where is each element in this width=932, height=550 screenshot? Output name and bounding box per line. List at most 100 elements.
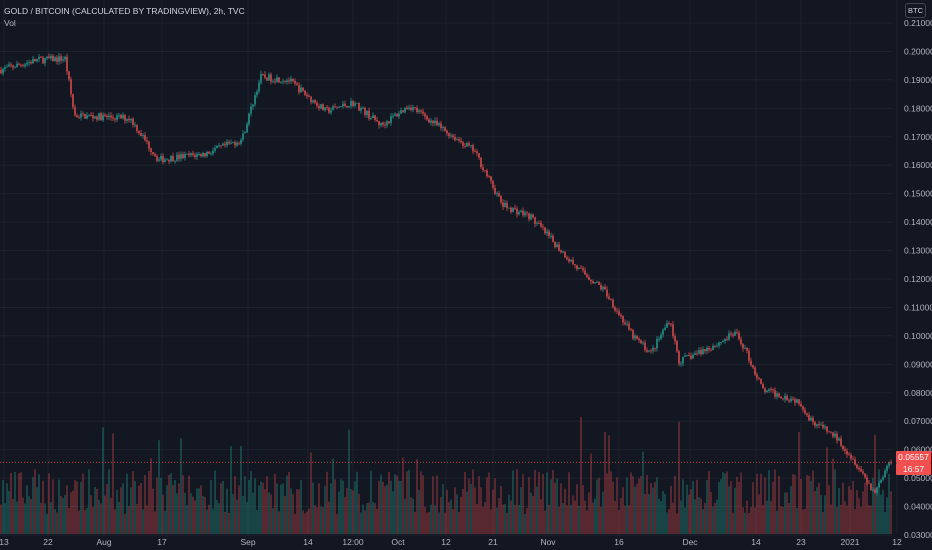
candle-body: [708, 347, 710, 350]
volume-bar: [310, 452, 312, 534]
volume-bar: [228, 512, 230, 534]
candle-body: [564, 251, 566, 258]
currency-badge[interactable]: BTC: [905, 3, 926, 18]
candle-body: [858, 467, 860, 470]
volume-bar: [648, 493, 650, 534]
volume-bar: [224, 511, 226, 534]
candle-body: [476, 151, 478, 154]
bar-countdown-tag: 16:57: [896, 463, 931, 475]
candle-body: [562, 251, 564, 253]
price-tick-label: 0.17000: [904, 132, 932, 142]
volume-bar: [610, 471, 612, 534]
volume-bar: [46, 513, 48, 534]
candle-body: [596, 281, 598, 283]
volume-bar: [334, 479, 336, 534]
volume-bar: [182, 475, 184, 534]
candle-body: [580, 267, 582, 269]
candle-body: [550, 235, 552, 237]
time-tick-label: Sep: [240, 537, 255, 547]
candle-body: [712, 346, 714, 351]
volume-bar: [578, 505, 580, 534]
candle-body: [60, 56, 62, 61]
candle-body: [340, 106, 342, 108]
candle-body: [180, 154, 182, 159]
volume-bar: [312, 482, 314, 534]
candle-body: [620, 315, 622, 317]
volume-bar: [26, 485, 28, 534]
candle-body: [746, 347, 748, 351]
candle-body: [210, 153, 212, 155]
volume-bar: [792, 474, 794, 534]
candle-body: [836, 433, 838, 441]
candle-body: [534, 217, 536, 224]
volume-bar: [810, 480, 812, 534]
volume-bar: [18, 473, 20, 534]
volume-bar: [90, 495, 92, 534]
volume-bar: [614, 501, 616, 534]
candle-body: [72, 94, 74, 108]
volume-bar: [348, 429, 350, 534]
volume-bar: [626, 477, 628, 534]
volume-bar: [818, 482, 820, 534]
volume-bar: [136, 503, 138, 534]
candle-body: [594, 282, 596, 284]
volume-bar: [30, 499, 32, 534]
candle-body: [862, 471, 864, 474]
candle-body: [644, 342, 646, 351]
candle-body: [438, 123, 440, 126]
volume-bar: [684, 507, 686, 534]
candle-body: [824, 426, 826, 428]
candle-body: [178, 154, 180, 159]
volume-bar: [848, 486, 850, 534]
candle-body: [112, 117, 114, 119]
candle-body: [762, 383, 764, 389]
volume-bar: [782, 507, 784, 534]
volume-indicator-label[interactable]: Vol: [4, 18, 16, 28]
candle-body: [654, 347, 656, 349]
candle-body: [812, 417, 814, 423]
candle-body: [470, 145, 472, 147]
volume-bar: [674, 475, 676, 534]
volume-bar: [778, 475, 780, 534]
price-tick-label: 0.04000: [904, 502, 932, 512]
volume-bar: [564, 488, 566, 534]
candle-body: [396, 114, 398, 117]
candle-body: [744, 347, 746, 349]
volume-bar: [478, 476, 480, 534]
candle-body: [38, 56, 40, 60]
candle-body: [418, 110, 420, 113]
candle-body: [392, 115, 394, 117]
time-tick-label: 12: [892, 537, 902, 547]
volume-bar: [538, 471, 540, 534]
candle-body: [452, 135, 454, 137]
volume-bar: [278, 511, 280, 534]
volume-bar: [166, 485, 168, 534]
time-axis[interactable]: 13 22 Aug 17 Sep 14 12:00 Oct 12 21 Nov 16 Dec 14 23 20…: [0, 537, 902, 547]
volume-bar: [122, 483, 124, 534]
volume-bar: [646, 474, 648, 534]
candle-body: [870, 483, 872, 490]
volume-bar: [378, 481, 380, 534]
volume-bar: [676, 513, 678, 534]
candle-body: [280, 81, 282, 83]
candle-body: [42, 57, 44, 64]
candle-body: [642, 342, 644, 344]
volume-bar: [386, 484, 388, 534]
candle-body: [48, 56, 50, 59]
volume-bar: [292, 494, 294, 534]
volume-bar: [80, 481, 82, 534]
candle-body: [246, 124, 248, 133]
candle-body: [102, 114, 104, 121]
candle-body: [826, 426, 828, 432]
candle-body: [632, 329, 634, 339]
candle-body: [124, 115, 126, 121]
volume-bar: [214, 470, 216, 534]
candle-body: [312, 100, 314, 103]
volume-bar: [874, 434, 876, 534]
price-axis[interactable]: 0.21000 0.20000 0.19000 0.18000 0.17000 0.160…: [904, 18, 932, 540]
volume-bar: [764, 477, 766, 534]
candle-body: [878, 483, 880, 488]
symbol-title[interactable]: GOLD / BITCOIN (CALCULATED BY TRADINGVIE…: [4, 6, 245, 16]
volume-bar: [422, 475, 424, 534]
